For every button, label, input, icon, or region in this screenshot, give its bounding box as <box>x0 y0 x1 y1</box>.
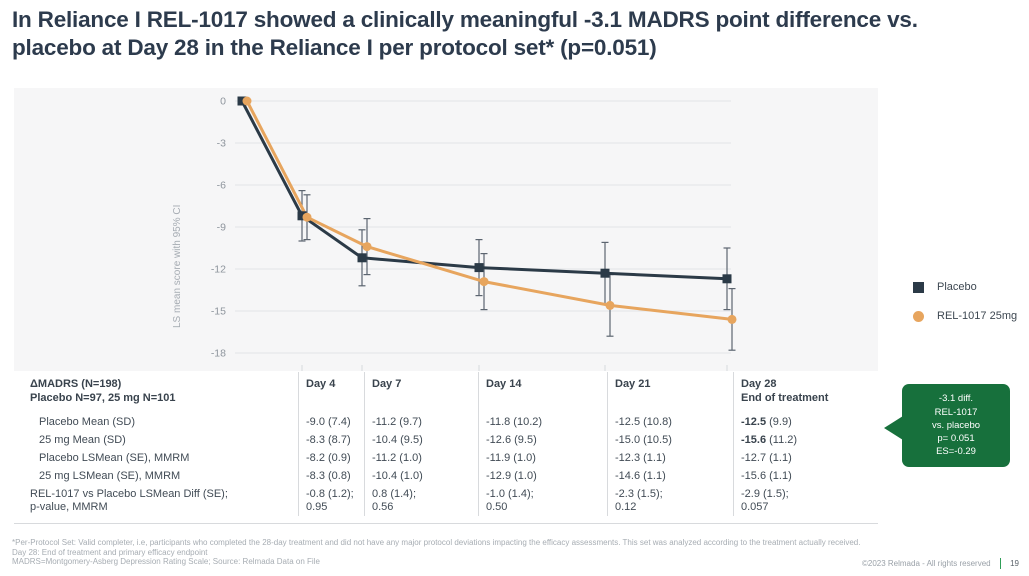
table-header-day-28: Day 28 End of treatment <box>733 372 878 413</box>
legend-label: REL-1017 25mg <box>937 310 1018 322</box>
data-point-circle <box>302 212 312 222</box>
callout-arrow-icon <box>884 416 903 440</box>
table-cell: -12.6 (9.5) <box>478 430 607 449</box>
data-point-circle <box>605 300 615 310</box>
data-point-circle <box>242 96 252 106</box>
table-header-day-7: Day 7 <box>364 372 478 413</box>
y-tick-label: -15 <box>211 306 226 318</box>
y-axis-label: LS mean score with 95% CI <box>172 204 183 328</box>
data-point-circle <box>727 314 737 324</box>
page-title: In Reliance I REL-1017 showed a clinical… <box>12 7 918 61</box>
data-point-circle <box>362 242 372 252</box>
table-cell: 0.8 (1.4); 0.56 <box>364 484 478 516</box>
page-number: 19 <box>1010 559 1019 568</box>
table-cell: -15.6 (1.1) <box>733 466 878 485</box>
table-cell: -2.3 (1.5); 0.12 <box>607 484 733 516</box>
table-header-rowlabel: ΔMADRS (N=198) Placebo N=97, 25 mg N=101 <box>30 378 176 404</box>
table-cell: -8.3 (0.8) <box>298 466 364 485</box>
table-cell: -15.0 (10.5) <box>607 430 733 449</box>
series-line-rel1017 <box>245 99 734 321</box>
footnote-line: *Per-Protocol Set: Valid completer, i.e,… <box>12 538 861 547</box>
legend-label: Placebo <box>937 281 977 293</box>
table-cell: -12.3 (1.1) <box>607 448 733 467</box>
y-tick-label: -9 <box>217 222 226 234</box>
data-point-square <box>474 263 484 273</box>
table-cell: -9.0 (7.4) <box>298 412 364 431</box>
y-tick-label: -6 <box>217 180 226 192</box>
table-cell: -12.7 (1.1) <box>733 448 878 467</box>
table-header-day-21: Day 21 <box>607 372 733 413</box>
footnote-line: MADRS=Montgomery-Asberg Depression Ratin… <box>12 557 320 567</box>
madrs-line-chart: 0 -3 -6 -9 -12 -15 -18 LS mean score with 95% … <box>14 88 878 371</box>
table-cell: -10.4 (9.5) <box>364 430 478 449</box>
footnote-line: Day 28: End of treatment and primary eff… <box>12 547 208 557</box>
table-header-day-4: Day 4 <box>298 372 364 413</box>
table-row-label: 25 mg LSMean (SE), MMRM <box>39 469 181 482</box>
copyright-text: ©2023 Relmada - All rights reserved <box>861 559 991 568</box>
footnotes: *Per-Protocol Set: Valid completer, i.e,… <box>12 538 860 567</box>
table-cell: -8.2 (0.9) <box>298 448 364 467</box>
data-point-square <box>237 96 247 106</box>
y-tick-label: -3 <box>217 138 226 150</box>
table-cell: -12.5 (9.9) <box>733 412 878 431</box>
result-callout: -3.1 diff. REL-1017 vs. placebo p= 0.051… <box>902 384 1010 467</box>
data-point-square <box>600 268 610 278</box>
table-cell: -10.4 (1.0) <box>364 466 478 485</box>
slide-footer: ©2023 Relmada - All rights reserved 19 <box>862 558 1019 569</box>
chart-legend: Placebo REL-1017 25mg <box>913 281 1017 322</box>
rel1017-circle-marker-icon <box>913 310 924 322</box>
table-cell: -11.2 (1.0) <box>364 448 478 467</box>
series-line-placebo <box>240 99 729 281</box>
table-cell: -2.9 (1.5); 0.057 <box>733 484 878 516</box>
table-row-label: REL-1017 vs Placebo LSMean Diff (SE); p-… <box>30 487 228 513</box>
legend-item-placebo: Placebo <box>913 281 1017 293</box>
table-cell: -15.6 (11.2) <box>733 430 878 449</box>
table-cell: -11.9 (1.0) <box>478 448 607 467</box>
table-cell: -11.8 (10.2) <box>478 412 607 431</box>
table-row-label: 25 mg Mean (SD) <box>39 433 126 446</box>
data-point-square <box>297 211 307 221</box>
data-point-circle <box>479 277 489 287</box>
table-cell: -14.6 (1.1) <box>607 466 733 485</box>
y-tick-label: -12 <box>211 264 226 276</box>
table-cell: -11.2 (9.7) <box>364 412 478 431</box>
y-tick-label: 0 <box>220 96 226 108</box>
footer-divider <box>999 558 1002 569</box>
data-point-square <box>357 253 367 263</box>
table-cell: -1.0 (1.4); 0.50 <box>478 484 607 516</box>
table-header-day-14: Day 14 <box>478 372 607 413</box>
table-row-label: Placebo LSMean (SE), MMRM <box>39 451 190 464</box>
legend-item-rel1017: REL-1017 25mg <box>913 310 1017 322</box>
table-cell: -12.9 (1.0) <box>478 466 607 485</box>
madrs-results-table: ΔMADRS (N=198) Placebo N=97, 25 mg N=101 D… <box>14 372 878 524</box>
table-row-label: Placebo Mean (SD) <box>39 415 135 428</box>
table-cell: -0.8 (1.2); 0.95 <box>298 484 364 516</box>
data-point-square <box>722 274 732 284</box>
table-cell: -12.5 (10.8) <box>607 412 733 431</box>
table-cell: -8.3 (8.7) <box>298 430 364 449</box>
chart-plot-area: 0 -3 -6 -9 -12 -15 -18 <box>211 96 737 371</box>
placebo-square-marker-icon <box>913 281 924 293</box>
y-tick-label: -18 <box>211 348 226 360</box>
